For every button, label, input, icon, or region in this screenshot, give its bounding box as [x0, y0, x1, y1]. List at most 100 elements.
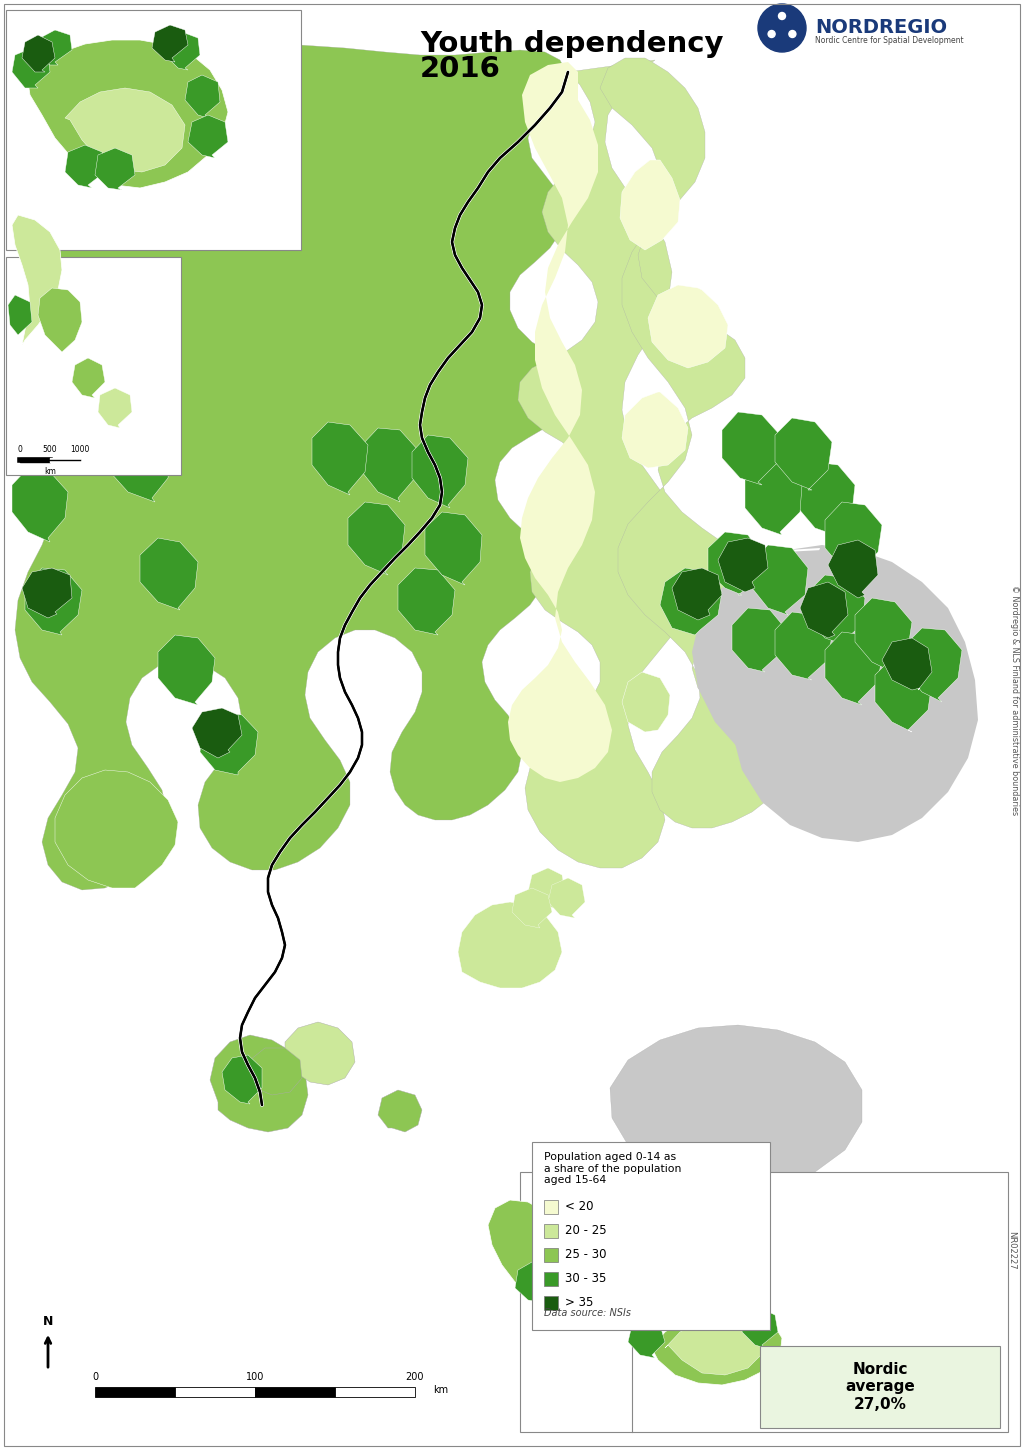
Polygon shape [362, 428, 418, 502]
Polygon shape [12, 215, 62, 345]
Polygon shape [905, 628, 962, 702]
Text: NORDREGIO: NORDREGIO [815, 17, 947, 38]
Text: © Nordregio & NLS Finland for administrative boundaries: © Nordregio & NLS Finland for administra… [1011, 584, 1020, 815]
Polygon shape [825, 502, 882, 576]
Polygon shape [98, 389, 132, 428]
Text: 200: 200 [406, 1372, 424, 1382]
Polygon shape [732, 545, 978, 842]
Polygon shape [650, 1308, 782, 1385]
Polygon shape [188, 115, 228, 158]
Polygon shape [800, 581, 848, 638]
Polygon shape [775, 612, 831, 680]
Polygon shape [600, 58, 782, 828]
Text: Nordic
average
27,0%: Nordic average 27,0% [845, 1362, 914, 1412]
Polygon shape [775, 418, 831, 490]
Polygon shape [38, 376, 95, 448]
Polygon shape [108, 322, 165, 394]
Polygon shape [692, 550, 965, 812]
Polygon shape [622, 671, 670, 732]
Polygon shape [312, 422, 368, 494]
Polygon shape [65, 88, 185, 173]
Polygon shape [742, 1308, 778, 1349]
Polygon shape [825, 632, 882, 705]
Text: Population aged 0-14 as
a share of the population
aged 15-64: Population aged 0-14 as a share of the p… [544, 1151, 681, 1185]
Text: 20 - 25: 20 - 25 [565, 1224, 606, 1237]
Polygon shape [152, 25, 188, 62]
Bar [175, 1388, 255, 1396]
Polygon shape [45, 104, 85, 145]
Text: Data source: NSIs: Data source: NSIs [544, 1308, 631, 1318]
Bar [544, 1248, 558, 1262]
Bar [520, 1172, 1008, 1433]
Text: Youth dependency: Youth dependency [420, 30, 724, 58]
Text: 100: 100 [246, 1372, 264, 1382]
Polygon shape [722, 412, 780, 484]
Text: 25 - 30: 25 - 30 [565, 1248, 606, 1262]
Polygon shape [222, 1056, 262, 1103]
Polygon shape [285, 1022, 355, 1085]
Bar [544, 1272, 558, 1286]
Polygon shape [512, 887, 552, 928]
Polygon shape [882, 638, 932, 690]
Polygon shape [672, 568, 722, 621]
Polygon shape [22, 568, 72, 618]
Bar [544, 1224, 558, 1238]
Polygon shape [530, 1260, 582, 1325]
Text: 500: 500 [43, 445, 57, 454]
Polygon shape [752, 545, 808, 615]
Polygon shape [458, 902, 562, 987]
Polygon shape [245, 1048, 302, 1095]
Polygon shape [874, 658, 932, 732]
Polygon shape [38, 30, 72, 65]
Text: km: km [44, 467, 56, 476]
Bar [760, 1346, 1000, 1428]
Polygon shape [700, 1285, 735, 1325]
Text: 1000: 1000 [71, 445, 90, 454]
Polygon shape [55, 770, 178, 887]
Bar [95, 1388, 175, 1396]
Text: < 20: < 20 [565, 1201, 594, 1214]
Polygon shape [412, 435, 468, 508]
Polygon shape [348, 502, 406, 576]
Polygon shape [425, 512, 482, 584]
Text: > 35: > 35 [565, 1296, 593, 1309]
Polygon shape [110, 428, 170, 502]
Text: 30 - 35: 30 - 35 [565, 1273, 606, 1286]
Polygon shape [660, 568, 722, 635]
Polygon shape [528, 869, 565, 908]
Polygon shape [165, 32, 200, 70]
Bar [6, 257, 181, 476]
Text: N: N [43, 1315, 53, 1328]
Polygon shape [648, 286, 728, 368]
Polygon shape [488, 1201, 562, 1305]
Polygon shape [8, 294, 32, 335]
Text: NR02227: NR02227 [1008, 1231, 1017, 1269]
Polygon shape [12, 48, 50, 88]
Polygon shape [675, 1285, 712, 1322]
Polygon shape [718, 538, 768, 592]
Polygon shape [15, 175, 55, 218]
Polygon shape [828, 539, 878, 597]
Polygon shape [508, 62, 612, 782]
Polygon shape [12, 468, 68, 542]
Polygon shape [185, 75, 220, 117]
Bar [532, 1143, 770, 1330]
Bar [544, 1201, 558, 1214]
Circle shape [758, 4, 806, 52]
Polygon shape [548, 879, 585, 918]
Circle shape [768, 30, 775, 38]
Circle shape [778, 13, 785, 19]
Text: Nordic Centre for Spatial Development: Nordic Centre for Spatial Development [815, 36, 964, 45]
Polygon shape [732, 608, 785, 671]
Text: 2016: 2016 [420, 55, 501, 83]
Circle shape [788, 30, 796, 38]
Polygon shape [398, 568, 455, 635]
Polygon shape [610, 1025, 862, 1202]
Polygon shape [378, 1090, 422, 1132]
Polygon shape [855, 597, 912, 671]
Polygon shape [28, 41, 228, 188]
Polygon shape [808, 576, 865, 645]
Polygon shape [622, 392, 688, 468]
Polygon shape [745, 463, 802, 535]
Polygon shape [95, 148, 135, 190]
